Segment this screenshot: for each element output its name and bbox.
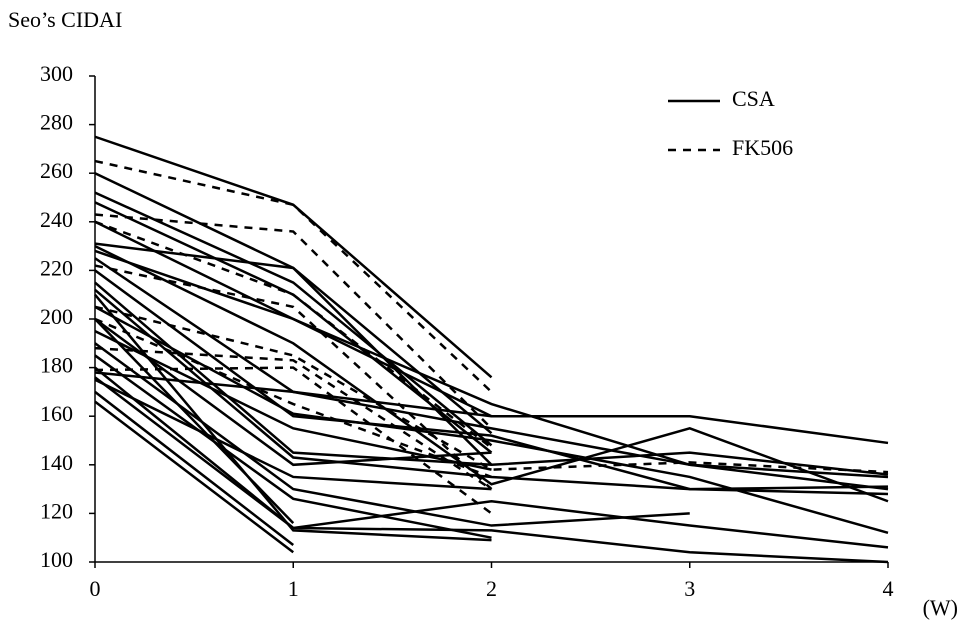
series-line: [94, 366, 889, 564]
series-line: [94, 220, 493, 449]
y-tick-label: 160: [40, 401, 73, 426]
series-line: [94, 376, 889, 549]
x-tick-label: 3: [684, 576, 695, 601]
series-line: [94, 135, 493, 379]
series-line: [94, 305, 889, 535]
series-line: [94, 269, 889, 491]
series-line: [94, 371, 492, 418]
series-line: [94, 220, 889, 491]
series-line: [94, 318, 295, 524]
series-line: [94, 213, 493, 430]
y-tick-label: 100: [40, 547, 73, 572]
series-line: [94, 159, 493, 393]
series-line: [94, 293, 492, 542]
series-line: [94, 354, 492, 539]
series-line: [94, 346, 493, 491]
y-tick-label: 140: [40, 450, 73, 475]
x-tick-label: 2: [486, 576, 497, 601]
series-line: [94, 366, 493, 515]
series-line: [94, 191, 493, 447]
legend-label: FK506: [732, 135, 793, 160]
y-tick-label: 200: [40, 304, 73, 329]
x-tick-label: 0: [90, 576, 101, 601]
series-line: [94, 281, 889, 476]
y-tick-label: 260: [40, 158, 73, 183]
x-axis-label: (W): [923, 595, 958, 620]
series-line: [94, 330, 492, 471]
y-tick-label: 300: [40, 61, 73, 86]
y-tick-label: 280: [40, 110, 73, 135]
series-line: [94, 257, 889, 479]
x-tick-label: 4: [883, 576, 894, 601]
y-axis-label: Seo’s CIDAI: [8, 7, 122, 32]
series-line: [94, 172, 493, 435]
x-tick-label: 1: [288, 576, 299, 601]
series-line: [94, 400, 295, 554]
y-tick-label: 180: [40, 353, 73, 378]
series-line: [94, 317, 492, 479]
series-line: [94, 242, 493, 466]
legend-label: CSA: [732, 86, 775, 111]
y-tick-label: 220: [40, 255, 73, 280]
series-line: [94, 378, 492, 491]
y-tick-label: 240: [40, 207, 73, 232]
series-line: [94, 244, 889, 503]
series-line: [94, 342, 690, 527]
y-tick-label: 120: [40, 498, 73, 523]
series-line: [94, 390, 295, 546]
series-line: [94, 264, 493, 491]
series-line: [94, 305, 889, 474]
